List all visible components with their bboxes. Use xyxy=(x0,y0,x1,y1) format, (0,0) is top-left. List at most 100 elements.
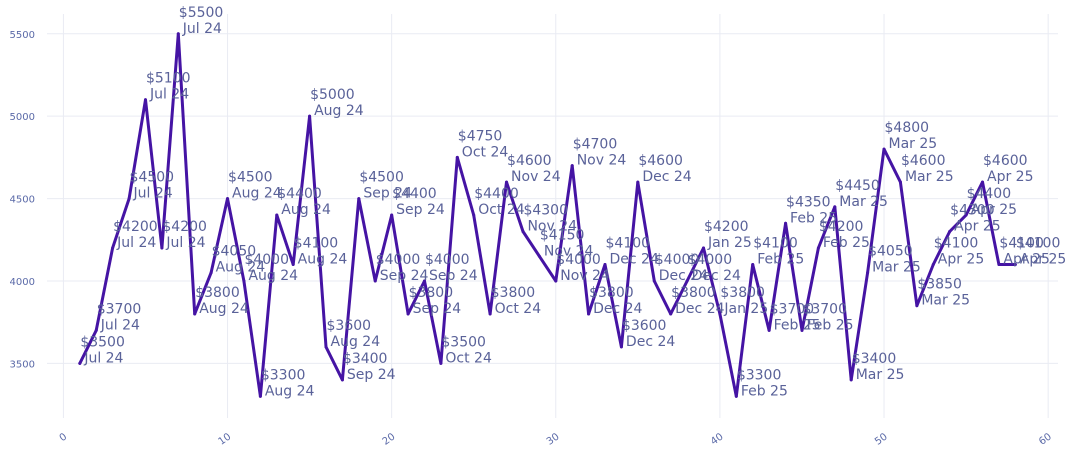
data-label-date: Aug 24 xyxy=(281,202,331,218)
x-tick-label: 50 xyxy=(873,431,890,447)
data-label-value: $3400 xyxy=(343,351,388,367)
data-point xyxy=(701,246,705,250)
data-label-value: $3800 xyxy=(195,285,240,301)
data-point xyxy=(406,312,410,316)
data-label-date: Jan 25 xyxy=(723,301,768,317)
data-label-date: Jul 24 xyxy=(165,235,205,251)
data-label-date: Feb 25 xyxy=(806,317,853,333)
data-point xyxy=(537,254,541,258)
data-label-date: Jul 24 xyxy=(182,21,222,37)
data-label-value: $3850 xyxy=(917,277,962,293)
data-label-date: Apr 25 xyxy=(1003,252,1049,268)
data-point xyxy=(669,312,673,316)
x-axis-ticks: 0 10 20 30 40 50 60 xyxy=(58,431,1054,447)
data-label-value: $4200 xyxy=(113,219,158,235)
data-point xyxy=(981,180,985,184)
data-point xyxy=(734,394,738,398)
data-label-value: $4100 xyxy=(753,236,798,252)
data-label-date: Jan 25 xyxy=(707,235,752,251)
data-point xyxy=(275,213,279,217)
data-label-value: $4100 xyxy=(1016,236,1061,252)
data-point xyxy=(931,263,935,267)
data-label-value: $3800 xyxy=(720,285,765,301)
data-label-date: Apr 25 xyxy=(1020,252,1066,268)
data-label-value: $4000 xyxy=(556,252,601,268)
data-label-date: Apr 25 xyxy=(938,252,984,268)
data-point xyxy=(898,180,902,184)
data-point xyxy=(587,312,591,316)
data-point xyxy=(570,164,574,168)
data-label-value: $4700 xyxy=(573,137,618,153)
data-point xyxy=(390,213,394,217)
data-label-value: $5000 xyxy=(310,87,355,103)
data-label-value: $4000 xyxy=(655,252,700,268)
data-point xyxy=(997,263,1001,267)
data-label-value: $3600 xyxy=(327,318,372,334)
data-point xyxy=(554,279,558,283)
data-label-value: $4050 xyxy=(868,244,913,260)
data-label-date: Sep 24 xyxy=(429,268,478,284)
x-tick-label: 0 xyxy=(58,431,70,444)
data-label-value: $3800 xyxy=(491,285,536,301)
data-label-date: Nov 24 xyxy=(527,219,577,235)
data-point xyxy=(357,197,361,201)
data-point xyxy=(964,213,968,217)
data-point xyxy=(882,147,886,151)
data-label-value: $4000 xyxy=(376,252,421,268)
data-label-date: Oct 24 xyxy=(462,144,509,160)
data-label-value: $3800 xyxy=(589,285,634,301)
data-point xyxy=(767,328,771,332)
grid xyxy=(47,14,1058,418)
data-point xyxy=(948,230,952,234)
series-line-group xyxy=(78,32,1017,398)
data-point xyxy=(324,345,328,349)
data-label-date: Nov 24 xyxy=(511,169,561,185)
data-point xyxy=(439,361,443,365)
data-label-value: $3400 xyxy=(852,351,897,367)
data-label-date: Sep 24 xyxy=(380,268,429,284)
data-point xyxy=(488,312,492,316)
data-label-value: $4750 xyxy=(458,128,503,144)
data-point xyxy=(226,197,230,201)
data-label-value: $3300 xyxy=(261,367,306,383)
y-tick-label: 4000 xyxy=(10,277,35,288)
data-label-date: Dec 24 xyxy=(626,334,675,350)
x-tick-label: 10 xyxy=(217,431,234,447)
data-label-value: $4100 xyxy=(999,236,1044,252)
data-point xyxy=(718,312,722,316)
data-label-date: Jul 24 xyxy=(116,235,156,251)
data-point xyxy=(111,246,115,250)
data-point xyxy=(915,304,919,308)
data-label-date: Sep 24 xyxy=(413,301,462,317)
data-point xyxy=(652,279,656,283)
data-point xyxy=(505,180,509,184)
data-label-value: $3600 xyxy=(622,318,667,334)
data-label-date: Sep 24 xyxy=(396,202,445,218)
data-label-date: Dec 24 xyxy=(659,268,708,284)
data-point xyxy=(636,180,640,184)
data-label-value: $4400 xyxy=(967,186,1012,202)
data-label-date: Aug 24 xyxy=(331,334,381,350)
data-label-value: $4100 xyxy=(606,236,651,252)
data-label-date: Feb 25 xyxy=(823,235,870,251)
data-label-value: $3500 xyxy=(80,334,125,350)
data-point xyxy=(455,155,459,159)
data-label-date: Feb 25 xyxy=(774,317,821,333)
data-label-date: Oct 24 xyxy=(495,301,542,317)
data-label-date: Dec 24 xyxy=(675,301,724,317)
data-label-date: Dec 24 xyxy=(692,268,741,284)
x-tick-label: 30 xyxy=(545,431,562,447)
data-label-value: $4050 xyxy=(212,244,257,260)
data-label-value: $4500 xyxy=(130,170,175,186)
data-label-value: $4150 xyxy=(540,227,585,243)
data-label-value: $4000 xyxy=(244,252,289,268)
series-line xyxy=(78,32,1017,398)
data-point xyxy=(193,312,197,316)
y-tick-label: 4500 xyxy=(10,195,35,206)
data-label-value: $4600 xyxy=(507,153,552,169)
data-label-date: Jul 24 xyxy=(149,87,189,103)
data-label-date: Mar 25 xyxy=(856,367,905,383)
data-label-value: $4400 xyxy=(474,186,519,202)
